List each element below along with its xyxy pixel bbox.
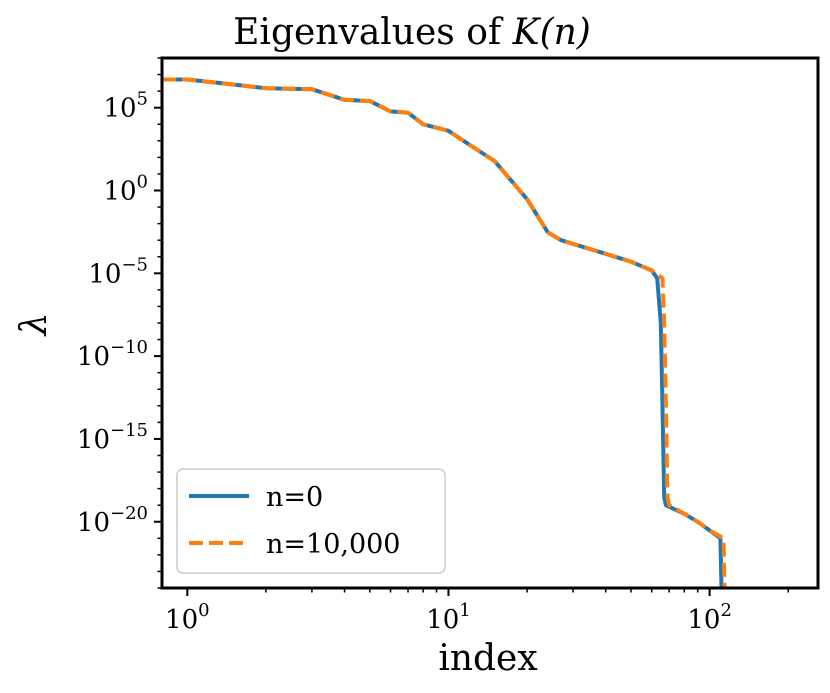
x-tick-exponent: 1	[459, 600, 470, 621]
y-tick-exponent: 0	[137, 172, 148, 193]
y-tick-base: 10	[77, 508, 110, 538]
x-tick-exponent: 0	[198, 600, 209, 621]
x-tick-label: 102	[687, 600, 732, 635]
y-tick-exponent: −20	[110, 503, 148, 524]
x-tick-base: 10	[687, 605, 720, 635]
y-tick-base: 10	[77, 342, 110, 372]
x-tick-base: 10	[426, 605, 459, 635]
y-tick-label: 10−20	[77, 503, 148, 538]
x-axis-label: index	[438, 638, 537, 679]
series-layer	[162, 77, 727, 589]
y-tick-base: 10	[77, 425, 110, 455]
x-tick-base: 10	[165, 605, 198, 635]
x-tick-label: 101	[426, 600, 471, 635]
y-tick-label: 105	[103, 89, 148, 124]
chart-title-math: K(n)	[512, 12, 591, 53]
chart-title-text: Eigenvalues of	[233, 12, 504, 53]
y-tick-exponent: −15	[110, 420, 148, 441]
x-axis-ticks: 100 101 102	[165, 588, 789, 635]
legend-label-n0: n=0	[266, 482, 323, 513]
y-axis-label: λ	[14, 313, 55, 338]
y-tick-exponent: −10	[110, 337, 148, 358]
y-tick-label: 10−15	[77, 420, 148, 455]
chart-title: Eigenvalues of K(n)	[233, 12, 591, 53]
series-line-n10000	[162, 77, 727, 589]
x-tick-label: 100	[165, 600, 210, 635]
y-tick-base: 10	[103, 94, 136, 124]
y-tick-base: 10	[88, 259, 121, 289]
y-tick-label: 10−10	[77, 337, 148, 372]
y-tick-exponent: 5	[137, 89, 148, 110]
legend: n=0 n=10,000	[176, 468, 446, 574]
y-tick-label: 100	[103, 172, 148, 207]
y-tick-label: 10−5	[88, 254, 148, 289]
legend-label-n10000: n=10,000	[266, 529, 401, 560]
x-tick-exponent: 2	[720, 600, 731, 621]
y-tick-exponent: −5	[121, 254, 148, 275]
y-tick-base: 10	[103, 177, 136, 207]
